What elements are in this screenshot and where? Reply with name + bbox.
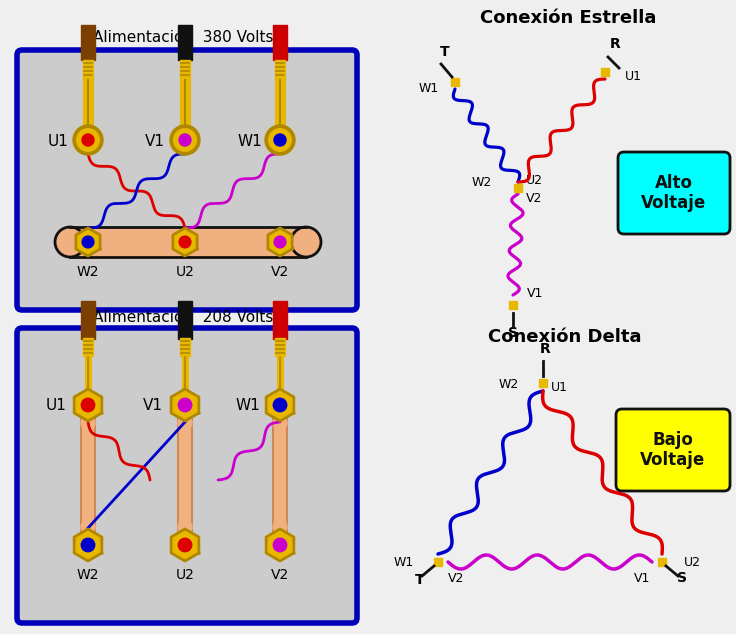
Bar [83, 60, 93, 80]
Bar [81, 301, 95, 339]
Bar [275, 338, 285, 356]
Polygon shape [173, 228, 197, 256]
Circle shape [265, 125, 295, 155]
Text: V2: V2 [271, 265, 289, 279]
Text: U2: U2 [176, 568, 194, 582]
Text: W2: W2 [77, 265, 99, 279]
Circle shape [82, 134, 94, 146]
Text: Alto
Voltaje: Alto Voltaje [641, 174, 707, 212]
Text: U2: U2 [176, 265, 194, 279]
Polygon shape [74, 389, 102, 421]
Circle shape [81, 416, 95, 430]
Bar [658, 558, 666, 566]
Text: W1: W1 [394, 556, 414, 569]
Circle shape [273, 520, 287, 534]
Polygon shape [74, 529, 102, 561]
Text: V1: V1 [145, 134, 165, 150]
Text: V1: V1 [634, 572, 650, 585]
Text: V2: V2 [526, 192, 542, 205]
Bar [178, 301, 192, 339]
Circle shape [81, 538, 95, 552]
Text: Bajo
Voltaje: Bajo Voltaje [640, 430, 706, 469]
Bar [273, 419, 287, 531]
Circle shape [179, 236, 191, 248]
Bar [450, 78, 459, 86]
Circle shape [291, 227, 321, 257]
Text: U1: U1 [48, 134, 68, 150]
Text: U1: U1 [551, 381, 568, 394]
Circle shape [178, 538, 191, 552]
Polygon shape [266, 389, 294, 421]
Polygon shape [268, 228, 292, 256]
Circle shape [55, 227, 85, 257]
Text: U1: U1 [46, 398, 66, 413]
Circle shape [170, 125, 200, 155]
Bar [83, 338, 93, 356]
Circle shape [179, 134, 191, 146]
Text: Conexión Delta: Conexión Delta [488, 328, 642, 346]
Text: W2: W2 [77, 568, 99, 582]
Text: Conexión Estrella: Conexión Estrella [480, 9, 657, 27]
Polygon shape [171, 529, 199, 561]
Bar [273, 25, 287, 60]
FancyBboxPatch shape [618, 152, 730, 234]
Bar [275, 60, 285, 80]
FancyBboxPatch shape [17, 50, 357, 310]
Bar [81, 419, 95, 531]
Text: W1: W1 [419, 82, 439, 95]
Bar [509, 301, 517, 309]
Text: U2: U2 [684, 556, 701, 569]
Text: W1: W1 [236, 398, 261, 413]
Circle shape [273, 398, 287, 411]
Text: V1: V1 [143, 398, 163, 413]
Bar [514, 184, 523, 192]
Circle shape [174, 129, 197, 152]
Text: W2: W2 [472, 176, 492, 189]
Bar [180, 60, 190, 80]
Text: Alimentación  380 Volts: Alimentación 380 Volts [93, 30, 273, 46]
Bar [178, 25, 192, 60]
Circle shape [81, 520, 95, 534]
Circle shape [273, 416, 287, 430]
Text: W1: W1 [238, 134, 262, 150]
Circle shape [274, 134, 286, 146]
Circle shape [82, 236, 94, 248]
Text: U1: U1 [625, 70, 642, 83]
Text: S: S [677, 571, 687, 585]
Polygon shape [76, 228, 100, 256]
Circle shape [178, 398, 191, 411]
Circle shape [274, 236, 286, 248]
Circle shape [178, 520, 192, 534]
Bar [273, 301, 287, 339]
Text: V2: V2 [448, 572, 464, 585]
Circle shape [73, 125, 103, 155]
Circle shape [81, 398, 95, 411]
Polygon shape [171, 389, 199, 421]
Text: V1: V1 [527, 287, 543, 300]
Text: R: R [609, 37, 620, 51]
Polygon shape [266, 529, 294, 561]
Bar [81, 25, 95, 60]
Bar [434, 558, 442, 566]
Text: U2: U2 [526, 174, 543, 187]
Circle shape [77, 129, 99, 152]
Text: R: R [539, 342, 551, 356]
Bar [180, 338, 190, 356]
FancyBboxPatch shape [616, 409, 730, 491]
Circle shape [273, 538, 287, 552]
Bar [178, 419, 192, 531]
Text: Alimentación  208 Volts: Alimentación 208 Volts [93, 311, 273, 325]
Text: T: T [415, 573, 425, 587]
Bar [601, 68, 609, 76]
FancyBboxPatch shape [17, 328, 357, 623]
Text: V2: V2 [271, 568, 289, 582]
Text: W2: W2 [499, 378, 519, 391]
Text: T: T [440, 45, 450, 59]
Circle shape [178, 416, 192, 430]
Circle shape [269, 129, 291, 152]
Text: S: S [508, 326, 518, 340]
Bar [70, 228, 306, 258]
Bar [539, 378, 547, 387]
